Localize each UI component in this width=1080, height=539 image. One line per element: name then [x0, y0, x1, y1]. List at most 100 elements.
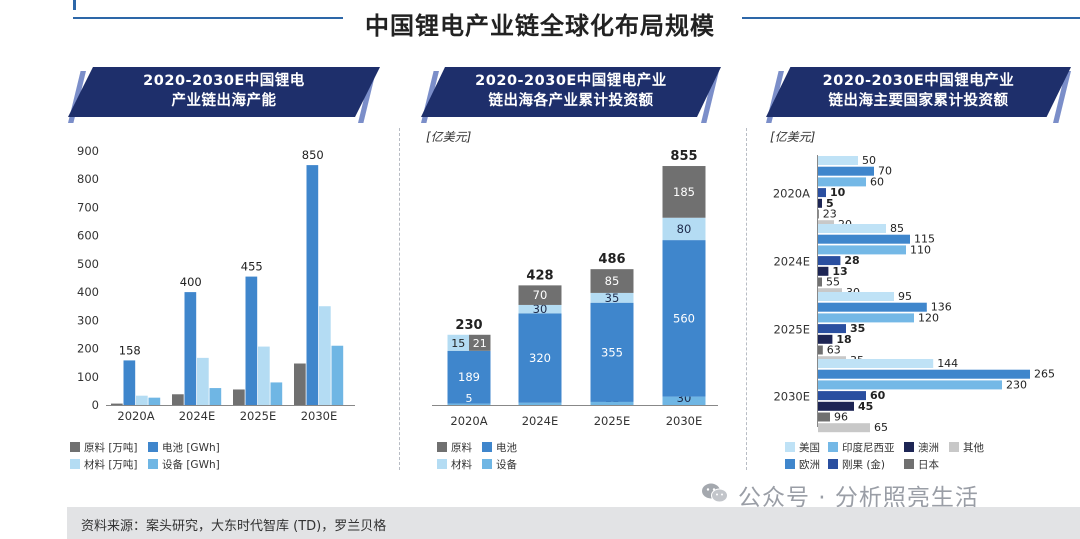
- legend2-swatch-equipment: [482, 459, 492, 469]
- bar-data-label: 158: [119, 343, 141, 357]
- legend3-label-japan: 日本: [918, 459, 939, 471]
- legend3-swatch-us: [785, 442, 795, 452]
- legend3-item-other: 其他: [949, 440, 984, 455]
- hbar-other: [818, 423, 870, 433]
- legend-label-battery: 电池 [GWh]: [162, 442, 220, 454]
- stack-total-label: 855: [670, 149, 697, 164]
- legend3-label-us: 美国: [799, 442, 820, 454]
- y-tick-label: 0: [92, 398, 99, 412]
- y-category-label: 2020A: [773, 186, 810, 200]
- hbar-europe: [818, 369, 1030, 379]
- panel3-banner: 2020-2030E中国锂电产业 链出海主要国家累计投资额: [766, 67, 1071, 123]
- y-tick-label: 500: [77, 257, 99, 271]
- y-category-label: 2025E: [773, 322, 810, 336]
- hbar-australia: [818, 334, 833, 344]
- source-footer: 资料来源：案头研究，大东时代智库 (TD)，罗兰贝格: [67, 507, 1080, 539]
- hbar-japan: [818, 277, 822, 287]
- legend-item-battery: 电池 [GWh]: [148, 440, 220, 455]
- hbar-data-label: 23: [823, 208, 837, 221]
- panel2-banner: 2020-2030E中国锂电产业 链出海各产业累计投资额: [421, 67, 721, 123]
- title-line-right: [742, 17, 1080, 19]
- stack-segment-equipment: [662, 396, 706, 405]
- legend3-swatch-other: [949, 442, 959, 452]
- hbar-australia: [818, 401, 854, 411]
- hbar-data-label: 85: [890, 222, 904, 235]
- hbar-mexico: [818, 256, 841, 266]
- legend3-label-other: 其他: [963, 442, 984, 454]
- y-tick-label: 900: [77, 144, 99, 158]
- bar-battery: [245, 276, 258, 405]
- segment-label: 85: [605, 274, 620, 288]
- stack-total-label: 230: [455, 318, 482, 333]
- bar-raw: [294, 363, 306, 405]
- legend-swatch-equipment: [148, 459, 158, 469]
- x-category-label: 2024E: [522, 414, 559, 428]
- x-category-label: 2024E: [179, 409, 216, 423]
- y-category-label: 2024E: [773, 254, 810, 268]
- hbar-data-label: 96: [834, 411, 848, 424]
- panel3-banner-line2: 链出海主要国家累计投资额: [828, 93, 1009, 109]
- panel2-banner-line2: 链出海各产业累计投资额: [488, 93, 654, 109]
- legend2-item-battery: 电池: [482, 440, 517, 455]
- hbar-data-label: 50: [862, 154, 876, 167]
- stack-segment-equipment: [447, 403, 491, 405]
- panel3-banner-line1: 2020-2030E中国锂电产业: [822, 73, 1015, 89]
- segment-label: 185: [673, 185, 695, 199]
- panel2-legend: 原料 电池 材料 设备: [437, 440, 557, 472]
- legend3-swatch-australia: [904, 442, 914, 452]
- bar-battery: [123, 360, 136, 405]
- bar-battery: [306, 165, 319, 405]
- hbar-data-label: 60: [870, 389, 886, 402]
- panel1-legend: 原料 [万吨] 电池 [GWh] 材料 [万吨] 设备 [GWh]: [70, 440, 270, 472]
- segment-label: 355: [601, 345, 623, 359]
- legend3-swatch-congo: [828, 459, 838, 469]
- hbar-data-label: 110: [910, 243, 931, 256]
- legend-item-materials: 材料 [万吨]: [70, 457, 138, 472]
- stack-total-label: 486: [598, 252, 625, 267]
- hbar-australia: [818, 266, 829, 276]
- hbar-data-label: 65: [874, 421, 888, 434]
- legend3-item-australia: 澳洲: [904, 440, 939, 455]
- y-tick-label: 400: [77, 285, 99, 299]
- legend3-label-europe: 欧洲: [799, 459, 820, 471]
- bar-data-label: 455: [241, 260, 263, 274]
- stack-segment-materials: [518, 304, 562, 314]
- x-category-label: 2020A: [450, 414, 487, 428]
- hbar-japan: [818, 209, 819, 219]
- x-category-label: 2030E: [301, 409, 338, 423]
- hbar-indonesia: [818, 177, 866, 187]
- stack-segment-equipment: [590, 401, 634, 405]
- legend2-swatch-materials: [437, 459, 447, 469]
- divider-right: [746, 128, 747, 470]
- stack-segment-materials: [662, 217, 706, 241]
- bar-equipment: [331, 345, 344, 405]
- hbar-europe: [818, 234, 910, 244]
- segment-label: 5: [466, 392, 473, 405]
- hbar-data-label: 28: [844, 254, 859, 267]
- hbar-data-label: 35: [850, 322, 865, 335]
- hbar-data-label: 144: [937, 357, 958, 370]
- y-tick-label: 200: [77, 342, 99, 356]
- x-category-label: 2025E: [594, 414, 631, 428]
- bar-equipment: [270, 382, 283, 405]
- panel1-banner-line2: 产业链出海产能: [171, 93, 277, 109]
- panel3-legend: 美国 印度尼西亚 澳洲 其他 欧洲 刚果 (金) 日本: [785, 440, 1025, 472]
- hbar-data-label: 45: [858, 400, 873, 413]
- segment-label: 30: [533, 302, 548, 316]
- segment-label: 35: [605, 291, 620, 305]
- segment-label: 189: [458, 370, 480, 384]
- legend3-item-us: 美国: [785, 440, 820, 455]
- y-tick-label: 600: [77, 229, 99, 243]
- hbar-us: [818, 359, 934, 368]
- hbar-japan: [818, 345, 823, 355]
- hbar-data-label: 55: [826, 276, 840, 289]
- legend-label-materials: 材料 [万吨]: [84, 459, 138, 471]
- legend3-swatch-indonesia: [828, 442, 838, 452]
- legend-swatch-raw: [70, 442, 80, 452]
- hbar-data-label: 60: [870, 175, 884, 188]
- y-tick-label: 300: [77, 313, 99, 327]
- source-text: 资料来源：案头研究，大东时代智库 (TD)，罗兰贝格: [81, 519, 387, 534]
- bar-materials: [197, 357, 209, 405]
- hbar-data-label: 115: [914, 233, 935, 246]
